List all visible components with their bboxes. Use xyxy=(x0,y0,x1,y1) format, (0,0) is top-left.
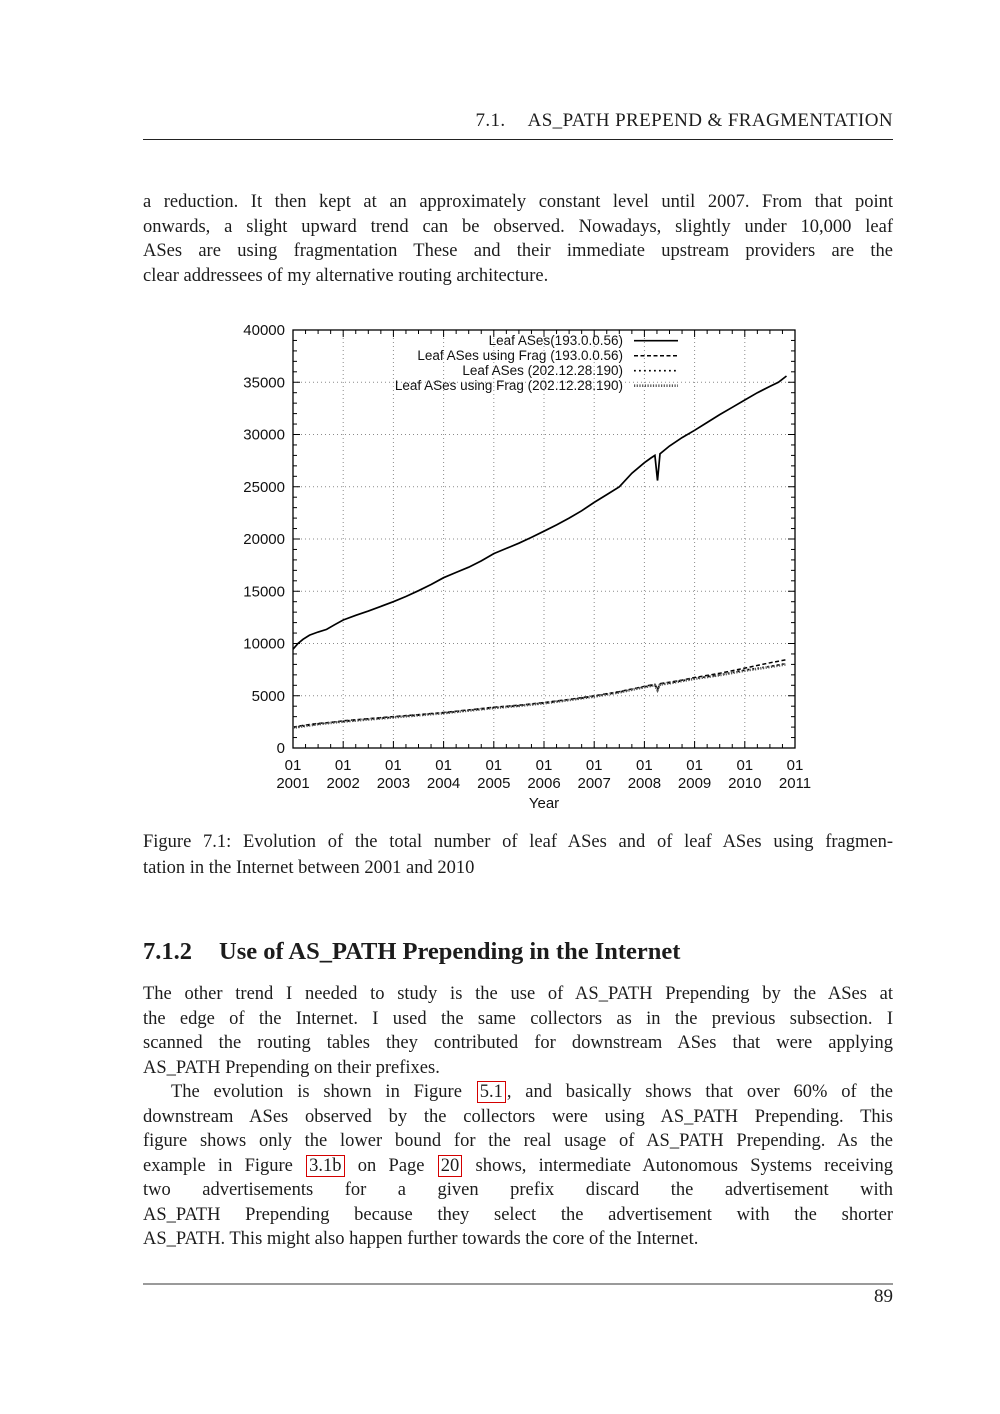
reference-link[interactable]: 5.1 xyxy=(476,1081,506,1103)
x-tick-label-year: 2009 xyxy=(678,775,711,792)
y-tick-label: 30000 xyxy=(243,427,285,444)
series-line-dashed xyxy=(292,658,787,728)
text-line: AS_PATH Prepending on their prefixes. xyxy=(143,1056,893,1081)
text-segment: The evolution is shown in Figure xyxy=(171,1082,476,1102)
y-tick-label: 35000 xyxy=(243,374,285,391)
y-tick-label: 0 xyxy=(277,740,285,757)
series-line-dotted xyxy=(292,662,787,729)
text-line: AS_PATH Prepending because they select t… xyxy=(143,1203,893,1228)
y-tick-label: 40000 xyxy=(243,322,285,339)
x-tick-label-day: 01 xyxy=(285,757,302,774)
y-tick-label: 20000 xyxy=(243,531,285,548)
text-line: The evolution is shown in Figure 5.1, an… xyxy=(143,1080,893,1105)
x-tick-label-year: 2002 xyxy=(327,775,360,792)
text-line: Figure 7.1: Evolution of the total numbe… xyxy=(143,829,893,855)
figure-caption: Figure 7.1: Evolution of the total numbe… xyxy=(143,829,893,881)
text-segment: figure shows only the lower bound for th… xyxy=(143,1131,893,1151)
text-line: onwards, a slight upward trend can be ob… xyxy=(143,215,893,240)
x-tick-label-day: 01 xyxy=(686,757,703,774)
text-segment: ASes are using fragmentation These and t… xyxy=(143,241,893,261)
text-line: downstream ASes observed by the collecto… xyxy=(143,1105,893,1130)
section-number: 7.1.2 xyxy=(143,938,192,965)
y-tick-label: 5000 xyxy=(252,688,285,705)
x-tick-label-day: 01 xyxy=(435,757,452,774)
section-heading-7-1-2: 7.1.2 Use of AS_PATH Prepending in the In… xyxy=(143,938,893,966)
paragraph-prepending-evolution: The evolution is shown in Figure 5.1, an… xyxy=(143,1080,893,1252)
text-line: the edge of the Internet. I used the sam… xyxy=(143,1007,893,1032)
text-line: figure shows only the lower bound for th… xyxy=(143,1129,893,1154)
x-tick-label-year: 2003 xyxy=(377,775,410,792)
text-segment: the edge of the Internet. I used the sam… xyxy=(143,1008,893,1029)
text-segment: AS_PATH Prepending on their prefixes. xyxy=(143,1057,440,1078)
header-rule xyxy=(143,139,893,140)
legend-label: Leaf ASes(193.0.0.56) xyxy=(489,333,623,348)
text-segment: clear addressees of my alternative routi… xyxy=(143,265,549,286)
text-line: a reduction. It then kept at an approxim… xyxy=(143,190,893,215)
paragraph-prepending-intro: The other trend I needed to study is the… xyxy=(143,982,893,1080)
x-tick-label-day: 01 xyxy=(787,757,804,774)
header-section-number: 7.1. xyxy=(475,110,506,131)
reference-link[interactable]: 20 xyxy=(437,1154,463,1177)
x-tick-label-day: 01 xyxy=(636,757,653,774)
text-line: tation in the Internet between 2001 and … xyxy=(143,855,893,881)
text-line: scanned the routing tables they contribu… xyxy=(143,1031,893,1056)
footer-rule xyxy=(143,1283,893,1285)
text-segment: The other trend I needed to study is the… xyxy=(143,984,893,1004)
x-tick-label-year: 2007 xyxy=(578,775,611,792)
text-segment: downstream ASes observed by the collecto… xyxy=(143,1106,893,1127)
y-tick-label: 25000 xyxy=(243,479,285,496)
x-tick-label-day: 01 xyxy=(385,757,402,774)
text-segment: AS_PATH. This might also happen further … xyxy=(143,1229,699,1249)
y-tick-label: 15000 xyxy=(243,583,285,600)
text-segment: AS_PATH Prepending because they select t… xyxy=(143,1204,893,1225)
text-segment: Figure 7.1: Evolution of the total numbe… xyxy=(143,832,893,852)
text-segment: onwards, a slight upward trend can be ob… xyxy=(143,216,893,237)
paragraph-fragmentation: a reduction. It then kept at an approxim… xyxy=(143,190,893,288)
legend-label: Leaf ASes using Frag (193.0.0.56) xyxy=(417,348,623,363)
x-tick-label-year: 2011 xyxy=(779,775,811,792)
text-line: The other trend I needed to study is the… xyxy=(143,982,893,1007)
x-tick-label-day: 01 xyxy=(736,757,753,774)
header-title: AS_PATH PREPEND & FRAGMENTATION xyxy=(527,110,893,131)
x-tick-label-year: 2004 xyxy=(427,775,460,792)
text-segment: tation in the Internet between 2001 and … xyxy=(143,858,475,878)
text-line: ASes are using fragmentation These and t… xyxy=(143,239,893,264)
legend-label: Leaf ASes using Frag (202.12.28.190) xyxy=(395,378,623,393)
x-tick-label-year: 2001 xyxy=(276,775,309,792)
text-segment: on Page xyxy=(345,1155,437,1176)
x-tick-label-day: 01 xyxy=(485,757,502,774)
page-header: 7.1. AS_PATH PREPEND & FRAGMENTATION xyxy=(143,110,893,132)
x-tick-label-day: 01 xyxy=(335,757,352,774)
y-tick-label: 10000 xyxy=(243,636,285,653)
legend-label: Leaf ASes (202.12.28.190) xyxy=(462,363,623,378)
text-segment: , and basically shows that over 60% of t… xyxy=(506,1082,893,1102)
text-segment: two advertisements for a given prefix di… xyxy=(143,1180,893,1200)
text-segment: shows, intermediate Autonomous Systems r… xyxy=(463,1155,893,1176)
x-tick-label-year: 2008 xyxy=(628,775,661,792)
text-segment: example in Figure xyxy=(143,1155,306,1176)
series-line-solid xyxy=(292,375,788,650)
text-line: two advertisements for a given prefix di… xyxy=(143,1178,893,1203)
text-segment: scanned the routing tables they contribu… xyxy=(143,1033,893,1053)
figure-7-1-chart: 0 5000 10000 15000 20000 25000 30000 35000 40000… xyxy=(243,322,811,812)
x-tick-label-year: 2005 xyxy=(477,775,510,792)
x-tick-label-year: 2006 xyxy=(527,775,560,792)
x-tick-label-day: 01 xyxy=(586,757,603,774)
section-title: Use of AS_PATH Prepending in the Interne… xyxy=(219,938,681,965)
reference-link[interactable]: 3.1b xyxy=(306,1154,345,1177)
x-axis-label: Year xyxy=(529,795,559,812)
x-tick-label-year: 2010 xyxy=(728,775,761,792)
x-tick-label-day: 01 xyxy=(536,757,553,774)
text-line: clear addressees of my alternative routi… xyxy=(143,264,893,289)
text-line: AS_PATH. This might also happen further … xyxy=(143,1227,893,1252)
text-line: example in Figure 3.1b on Page 20 shows,… xyxy=(143,1154,893,1179)
page-number: 89 xyxy=(874,1286,893,1307)
text-segment: a reduction. It then kept at an approxim… xyxy=(143,192,893,212)
